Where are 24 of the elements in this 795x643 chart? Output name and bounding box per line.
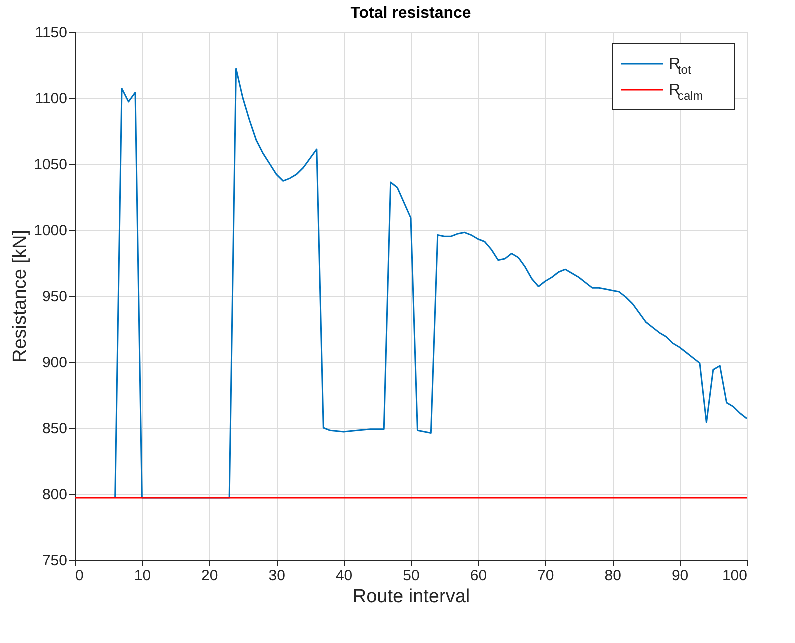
y-tick-label: 750 bbox=[42, 552, 68, 570]
x-axis-title: Route interval bbox=[352, 586, 470, 608]
x-tick-label: 60 bbox=[470, 568, 488, 584]
line-series bbox=[114, 68, 748, 499]
y-tick-label: 1000 bbox=[34, 222, 68, 240]
y-tick-label: 1050 bbox=[34, 156, 68, 174]
y-tick-label: 850 bbox=[42, 420, 68, 438]
y-tick-label: 1150 bbox=[35, 24, 68, 42]
x-tick-label: 10 bbox=[134, 568, 152, 584]
x-tick-label: 40 bbox=[336, 568, 353, 584]
chart-title: Total resistance bbox=[350, 5, 472, 22]
x-tick-label: 100 bbox=[722, 568, 748, 584]
x-tick-label: 30 bbox=[268, 568, 286, 584]
y-tick-label: 1100 bbox=[35, 90, 68, 108]
x-tick-label: 80 bbox=[604, 568, 622, 584]
x-tick-label: 0 bbox=[76, 568, 84, 584]
y-tick-label: 900 bbox=[42, 354, 68, 372]
x-tick-label: 70 bbox=[538, 568, 554, 584]
x-tick-label: 20 bbox=[202, 568, 218, 584]
y-axis-title: Resistance [kN] bbox=[10, 230, 32, 364]
x-tick-label: 50 bbox=[403, 568, 420, 584]
y-tick-label: 800 bbox=[42, 486, 68, 504]
x-tick-label: 90 bbox=[672, 568, 689, 584]
y-tick-label: 950 bbox=[42, 288, 68, 306]
